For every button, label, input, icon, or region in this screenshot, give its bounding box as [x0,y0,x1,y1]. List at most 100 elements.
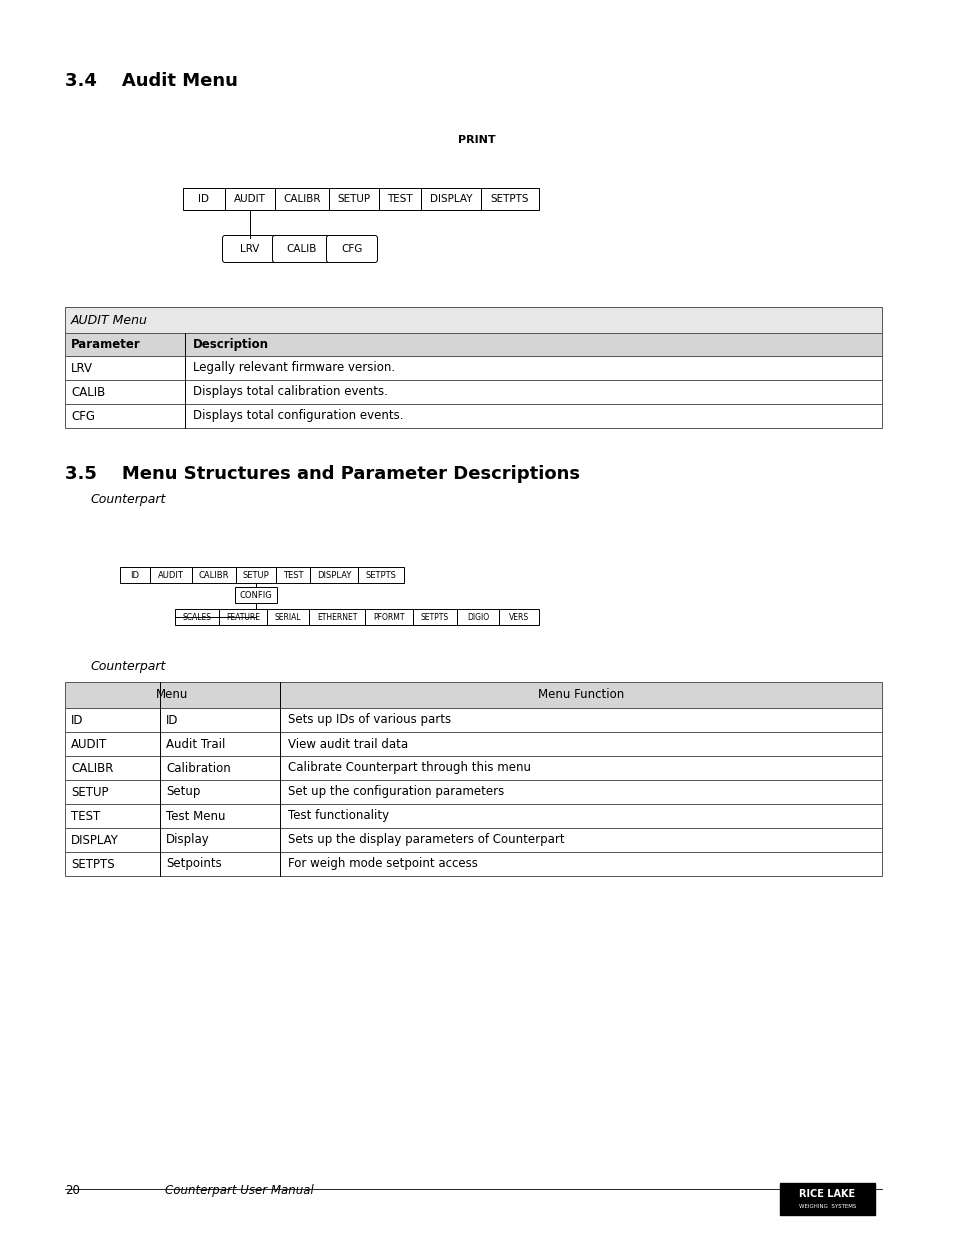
Text: DISPLAY: DISPLAY [316,571,351,579]
Bar [310,567,357,583]
Bar [174,609,219,625]
Text: Parameter: Parameter [71,338,141,351]
Bar [780,1183,874,1215]
Text: Calibrate Counterpart through this menu: Calibrate Counterpart through this menu [288,762,531,774]
Text: ETHERNET: ETHERNET [316,613,356,621]
FancyBboxPatch shape [273,236,331,263]
Bar [65,732,882,756]
Text: PFORMT: PFORMT [373,613,404,621]
Text: FEATURE: FEATURE [226,613,260,621]
Text: Sets up IDs of various parts: Sets up IDs of various parts [288,714,451,726]
Text: SETPTS: SETPTS [365,571,396,579]
Text: SETPTS: SETPTS [420,613,449,621]
Bar [65,827,882,852]
Text: DISPLAY: DISPLAY [429,194,472,204]
Text: Setup: Setup [166,785,200,799]
Text: Test Menu: Test Menu [166,809,225,823]
Text: Displays total configuration events.: Displays total configuration events. [193,410,403,422]
Text: CALIB: CALIB [287,245,316,254]
Text: CONFIG: CONFIG [239,590,273,599]
Bar [65,380,882,404]
Text: SETPTS: SETPTS [71,857,114,871]
Text: CFG: CFG [71,410,95,422]
Text: View audit trail data: View audit trail data [288,737,408,751]
Text: Setpoints: Setpoints [166,857,221,871]
Bar [120,567,150,583]
Text: SCALES: SCALES [182,613,212,621]
Text: AUDIT: AUDIT [233,194,266,204]
FancyBboxPatch shape [326,236,377,263]
Text: Counterpart: Counterpart [90,659,165,673]
Text: TEST: TEST [387,194,413,204]
Text: CFG: CFG [341,245,362,254]
Bar [357,567,403,583]
Bar [235,567,275,583]
Bar [65,852,882,876]
Text: ID: ID [166,714,178,726]
Text: AUDIT: AUDIT [158,571,184,579]
Text: Calibration: Calibration [166,762,231,774]
Text: CALIBR: CALIBR [283,194,320,204]
Bar [65,756,882,781]
Text: Displays total calibration events.: Displays total calibration events. [193,385,388,399]
Bar [275,567,310,583]
Text: WEIGHING  SYSTEMS: WEIGHING SYSTEMS [798,1204,855,1209]
Bar [65,308,882,333]
Bar [192,567,235,583]
Bar [420,188,480,210]
Text: ID: ID [198,194,210,204]
Text: SERIAL: SERIAL [274,613,301,621]
Text: ID: ID [71,714,84,726]
Text: CALIB: CALIB [71,385,105,399]
Text: Set up the configuration parameters: Set up the configuration parameters [288,785,504,799]
Bar [150,567,192,583]
Text: Menu: Menu [156,688,189,701]
Bar [480,188,538,210]
Bar [65,781,882,804]
Text: ID: ID [131,571,139,579]
Bar [65,708,882,732]
Bar [498,609,538,625]
Bar [365,609,413,625]
Text: AUDIT Menu: AUDIT Menu [71,314,148,326]
Bar [65,804,882,827]
Bar [183,188,225,210]
Bar [274,188,329,210]
Bar [65,356,882,380]
Bar [65,404,882,429]
Text: LRV: LRV [71,362,92,374]
Bar [65,682,882,708]
Text: AUDIT: AUDIT [71,737,107,751]
Bar [413,609,456,625]
Text: TEST: TEST [282,571,303,579]
Bar [225,188,274,210]
Bar [329,188,378,210]
Text: VERS: VERS [508,613,529,621]
Text: SETUP: SETUP [71,785,109,799]
Text: DIGIO: DIGIO [466,613,489,621]
Text: TEST: TEST [71,809,100,823]
Text: Menu Function: Menu Function [537,688,623,701]
Bar [309,609,365,625]
Bar [65,333,882,356]
Text: For weigh mode setpoint access: For weigh mode setpoint access [288,857,477,871]
Text: PRINT: PRINT [457,135,496,144]
Text: SETUP: SETUP [337,194,370,204]
Text: Description: Description [193,338,269,351]
Text: Sets up the display parameters of Counterpart: Sets up the display parameters of Counte… [288,834,564,846]
Text: Counterpart: Counterpart [90,493,165,506]
Text: Counterpart User Manual: Counterpart User Manual [165,1184,314,1197]
Text: Display: Display [166,834,210,846]
Text: CALIBR: CALIBR [198,571,229,579]
Text: RICE LAKE: RICE LAKE [799,1189,855,1199]
Text: SETPTS: SETPTS [490,194,529,204]
Bar [378,188,420,210]
Text: DISPLAY: DISPLAY [71,834,119,846]
Text: LRV: LRV [240,245,259,254]
FancyBboxPatch shape [222,236,277,263]
Bar [267,609,309,625]
Text: 3.5    Menu Structures and Parameter Descriptions: 3.5 Menu Structures and Parameter Descri… [65,466,579,483]
Text: Test functionality: Test functionality [288,809,389,823]
Bar [456,609,498,625]
Text: 20: 20 [65,1184,80,1197]
